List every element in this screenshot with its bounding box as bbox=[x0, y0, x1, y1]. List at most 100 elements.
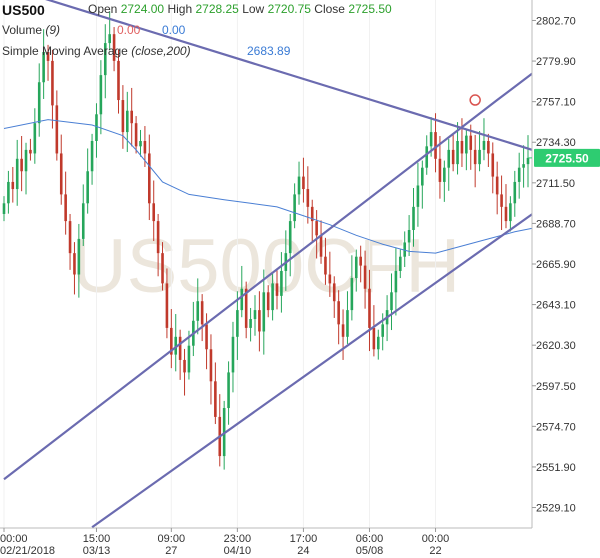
volume-legend[interactable]: Volume (9) bbox=[2, 23, 60, 37]
candle-body bbox=[376, 336, 380, 350]
y-axis-panel bbox=[532, 0, 600, 558]
candle-body bbox=[487, 140, 490, 154]
candle-body bbox=[55, 105, 59, 154]
candle-body bbox=[438, 158, 442, 182]
candle-body bbox=[482, 140, 486, 150]
sma-param: (close,200) bbox=[131, 44, 191, 58]
candle-body bbox=[33, 123, 37, 154]
candle-body bbox=[491, 153, 495, 177]
candle-body bbox=[416, 185, 420, 207]
x-tick-date: 05/08 bbox=[356, 545, 384, 557]
candle-body bbox=[117, 60, 120, 101]
candle-body bbox=[165, 283, 169, 328]
open-value: 2724.00 bbox=[120, 2, 165, 16]
candle-body bbox=[59, 153, 63, 195]
candle-body bbox=[522, 164, 525, 168]
y-tick-label: 2620.30 bbox=[536, 340, 576, 352]
candle-body bbox=[288, 221, 292, 254]
x-tick-time: 06:00 bbox=[356, 533, 384, 545]
candle-body bbox=[121, 100, 125, 133]
candle-body bbox=[390, 292, 393, 311]
high-label: High bbox=[167, 2, 193, 16]
candle-body bbox=[363, 265, 367, 289]
candle-body bbox=[434, 132, 437, 159]
candle-body bbox=[99, 75, 103, 115]
candle-body bbox=[266, 292, 270, 311]
candle-body bbox=[271, 283, 274, 311]
candle-body bbox=[112, 34, 116, 61]
candle-body bbox=[465, 135, 468, 154]
x-tick-time: 09:00 bbox=[158, 533, 186, 545]
candle-body bbox=[156, 221, 160, 254]
candle-body bbox=[421, 167, 424, 186]
candle-body bbox=[473, 149, 477, 165]
candle-body bbox=[174, 336, 178, 355]
y-tick-label: 2688.70 bbox=[536, 218, 576, 230]
candle-body bbox=[183, 359, 186, 373]
candle-body bbox=[324, 256, 327, 275]
price-badge-label: 2725.50 bbox=[545, 151, 589, 165]
candle-body bbox=[7, 181, 10, 204]
volume-param: (9) bbox=[45, 23, 61, 37]
candle-body bbox=[209, 349, 213, 382]
trendline-upper-resistance bbox=[45, 0, 533, 151]
candle-body bbox=[37, 82, 41, 124]
candle-body bbox=[139, 140, 142, 147]
candle-body bbox=[262, 292, 266, 332]
candle-body bbox=[148, 153, 151, 204]
x-tick-date: 24 bbox=[297, 545, 309, 557]
candle-body bbox=[231, 336, 235, 373]
close-value: 2725.50 bbox=[348, 2, 392, 16]
candle-body bbox=[350, 278, 354, 311]
candle-body bbox=[42, 51, 45, 83]
y-tick-label: 2665.90 bbox=[536, 259, 576, 271]
candle-body bbox=[170, 327, 173, 355]
candle-body bbox=[456, 140, 459, 165]
candle-body bbox=[394, 270, 398, 293]
candle-body bbox=[86, 171, 89, 204]
x-tick-date: 02/21/2018 bbox=[0, 545, 55, 557]
candle-body bbox=[244, 288, 248, 328]
candle-body bbox=[249, 319, 252, 328]
volume-value-1: 0.00 bbox=[117, 23, 141, 37]
candle-body bbox=[451, 149, 455, 165]
candle-body bbox=[95, 114, 98, 141]
candle-body bbox=[297, 176, 301, 195]
ohlc-readout: Open 2724.00 High 2728.25 Low 2720.75 Cl… bbox=[88, 2, 392, 16]
candle-body bbox=[460, 140, 464, 154]
low-label: Low bbox=[242, 2, 265, 16]
y-tick-label: 2574.70 bbox=[536, 421, 576, 433]
candle-body bbox=[372, 327, 376, 350]
candle-body bbox=[306, 189, 310, 207]
candle-body bbox=[495, 176, 499, 195]
x-tick-date: 22 bbox=[429, 545, 441, 557]
candle-body bbox=[407, 229, 411, 243]
candle-body bbox=[368, 288, 371, 328]
open-label: Open bbox=[88, 2, 118, 16]
candle-body bbox=[346, 310, 349, 337]
symbol-title: US500 bbox=[2, 2, 45, 18]
trendline-channel-bottom bbox=[91, 213, 534, 529]
candle-body bbox=[328, 274, 332, 284]
candle-body bbox=[20, 158, 23, 172]
candle-body bbox=[513, 181, 517, 204]
candle-body bbox=[134, 123, 138, 147]
candle-body bbox=[214, 381, 217, 417]
sma-label: Simple Moving Average bbox=[2, 44, 128, 58]
watermark: US500CFH bbox=[72, 224, 461, 309]
volume-value-2: 0.00 bbox=[162, 23, 186, 37]
x-tick-date: 04/10 bbox=[224, 545, 252, 557]
candle-body bbox=[517, 167, 521, 182]
candle-body bbox=[2, 203, 6, 214]
price-badge bbox=[534, 148, 600, 167]
candle-body bbox=[504, 206, 508, 222]
candle-body bbox=[29, 149, 32, 154]
candle-body bbox=[51, 60, 54, 106]
y-tick-label: 2551.90 bbox=[536, 462, 576, 474]
candle-body bbox=[399, 256, 402, 271]
sma-legend[interactable]: Simple Moving Average (close,200) bbox=[2, 44, 191, 58]
alert-marker bbox=[469, 94, 481, 106]
candle-body bbox=[425, 146, 429, 168]
x-tick-time: 15:00 bbox=[83, 533, 111, 545]
